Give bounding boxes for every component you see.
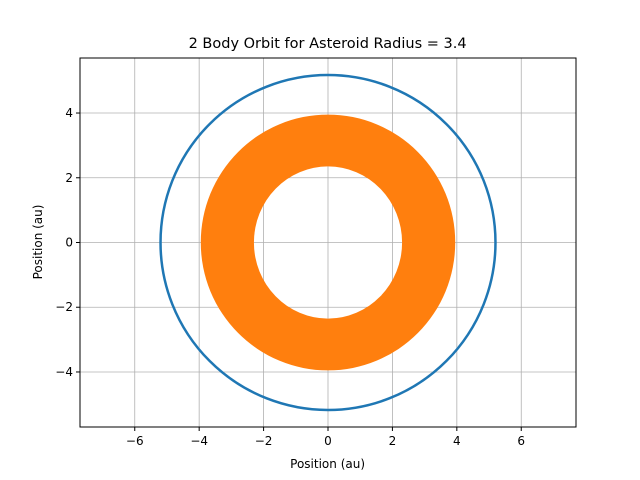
x-tick-label: 6 (517, 434, 525, 448)
x-tick-label: 0 (324, 434, 332, 448)
y-tick-label: 4 (65, 106, 73, 120)
y-axis-ticks: −4 −2 0 2 4 (55, 106, 80, 379)
y-axis-label: Position (au) (31, 205, 45, 280)
x-axis-ticks: −6 −4 −2 0 2 4 6 (126, 427, 525, 448)
x-tick-label: 4 (453, 434, 461, 448)
y-tick-label: 2 (65, 171, 73, 185)
y-tick-label: −2 (55, 300, 73, 314)
grid-lines (80, 58, 576, 427)
x-axis-label: Position (au) (290, 457, 365, 471)
x-tick-label: −4 (190, 434, 208, 448)
y-tick-label: −4 (55, 365, 73, 379)
asteroid-orbit-band (200, 114, 456, 371)
x-tick-label: −2 (255, 434, 273, 448)
chart-title: 2 Body Orbit for Asteroid Radius = 3.4 (189, 36, 467, 52)
x-tick-label: 2 (389, 434, 397, 448)
body-orbit-circle (159, 73, 497, 412)
x-tick-label: −6 (126, 434, 144, 448)
plot-area (159, 73, 497, 412)
y-tick-label: 0 (65, 236, 73, 250)
